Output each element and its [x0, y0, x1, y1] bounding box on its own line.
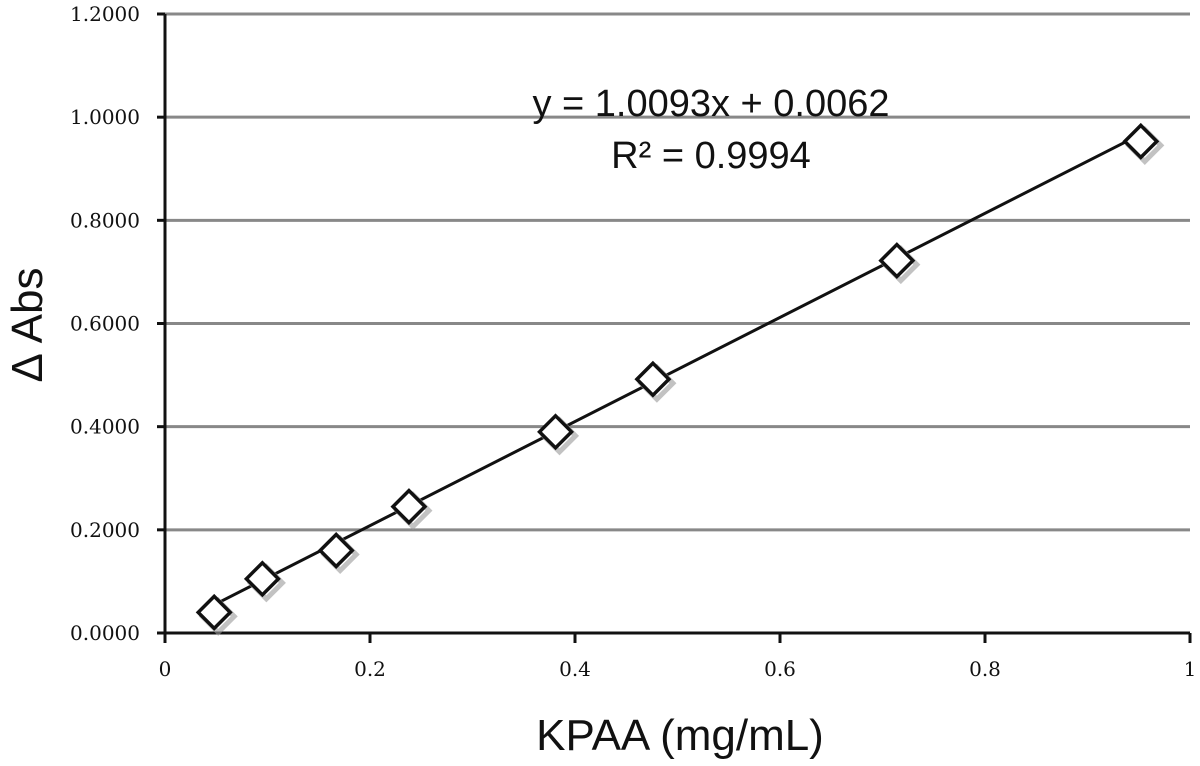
tick-labels: 0.0000 0.2000 0.4000 0.6000 0.8000 1.0000 1.20…: [70, 2, 1196, 681]
diamond-marker: [537, 413, 574, 451]
y-tick-label-4: 0.8000: [70, 208, 140, 232]
y-tick-label-0: 0.0000: [70, 621, 140, 645]
trendline-layer: [213, 132, 1142, 607]
x-tick-label-5: 1: [1184, 657, 1197, 681]
y-tick-label-3: 0.6000: [70, 312, 140, 336]
x-tick-label-2: 0.4: [559, 657, 591, 681]
y-tick-label-6: 1.2000: [70, 2, 140, 26]
y-tick-label-2: 0.4000: [70, 415, 140, 439]
x-tick-label-3: 0.6: [764, 657, 796, 681]
axes: [157, 12, 1192, 643]
diamond-marker: [317, 531, 355, 569]
data-points: [195, 122, 1165, 636]
r-squared-label: R² = 0.9994: [611, 135, 811, 177]
grid-lines: [165, 12, 1190, 532]
diamond-marker: [195, 593, 233, 631]
diamond-marker: [634, 360, 672, 398]
diamond-marker: [243, 560, 281, 598]
data-point-7: [1122, 122, 1165, 165]
trendline: [213, 132, 1142, 607]
x-tick-label-0: 0: [159, 657, 172, 681]
data-point-2: [317, 531, 360, 575]
y-axis-title: Δ Abs: [3, 267, 52, 382]
x-tick-label-1: 0.2: [354, 657, 386, 681]
diamond-marker: [1122, 122, 1160, 160]
y-tick-label-5: 1.0000: [70, 105, 140, 129]
y-tick-label-1: 0.2000: [70, 518, 140, 542]
diamond-marker: [390, 488, 428, 526]
data-point-4: [537, 413, 580, 456]
data-point-5: [634, 360, 677, 403]
data-point-6: [878, 242, 921, 285]
diamond-marker: [878, 242, 916, 280]
data-point-3: [390, 488, 433, 531]
x-tick-label-4: 0.8: [969, 657, 1001, 681]
data-point-1: [243, 560, 286, 603]
trendline-equation: y = 1.0093x + 0.0062: [532, 83, 889, 125]
x-axis-title: KPAA (mg/mL): [536, 711, 824, 760]
data-point-0: [195, 593, 238, 636]
